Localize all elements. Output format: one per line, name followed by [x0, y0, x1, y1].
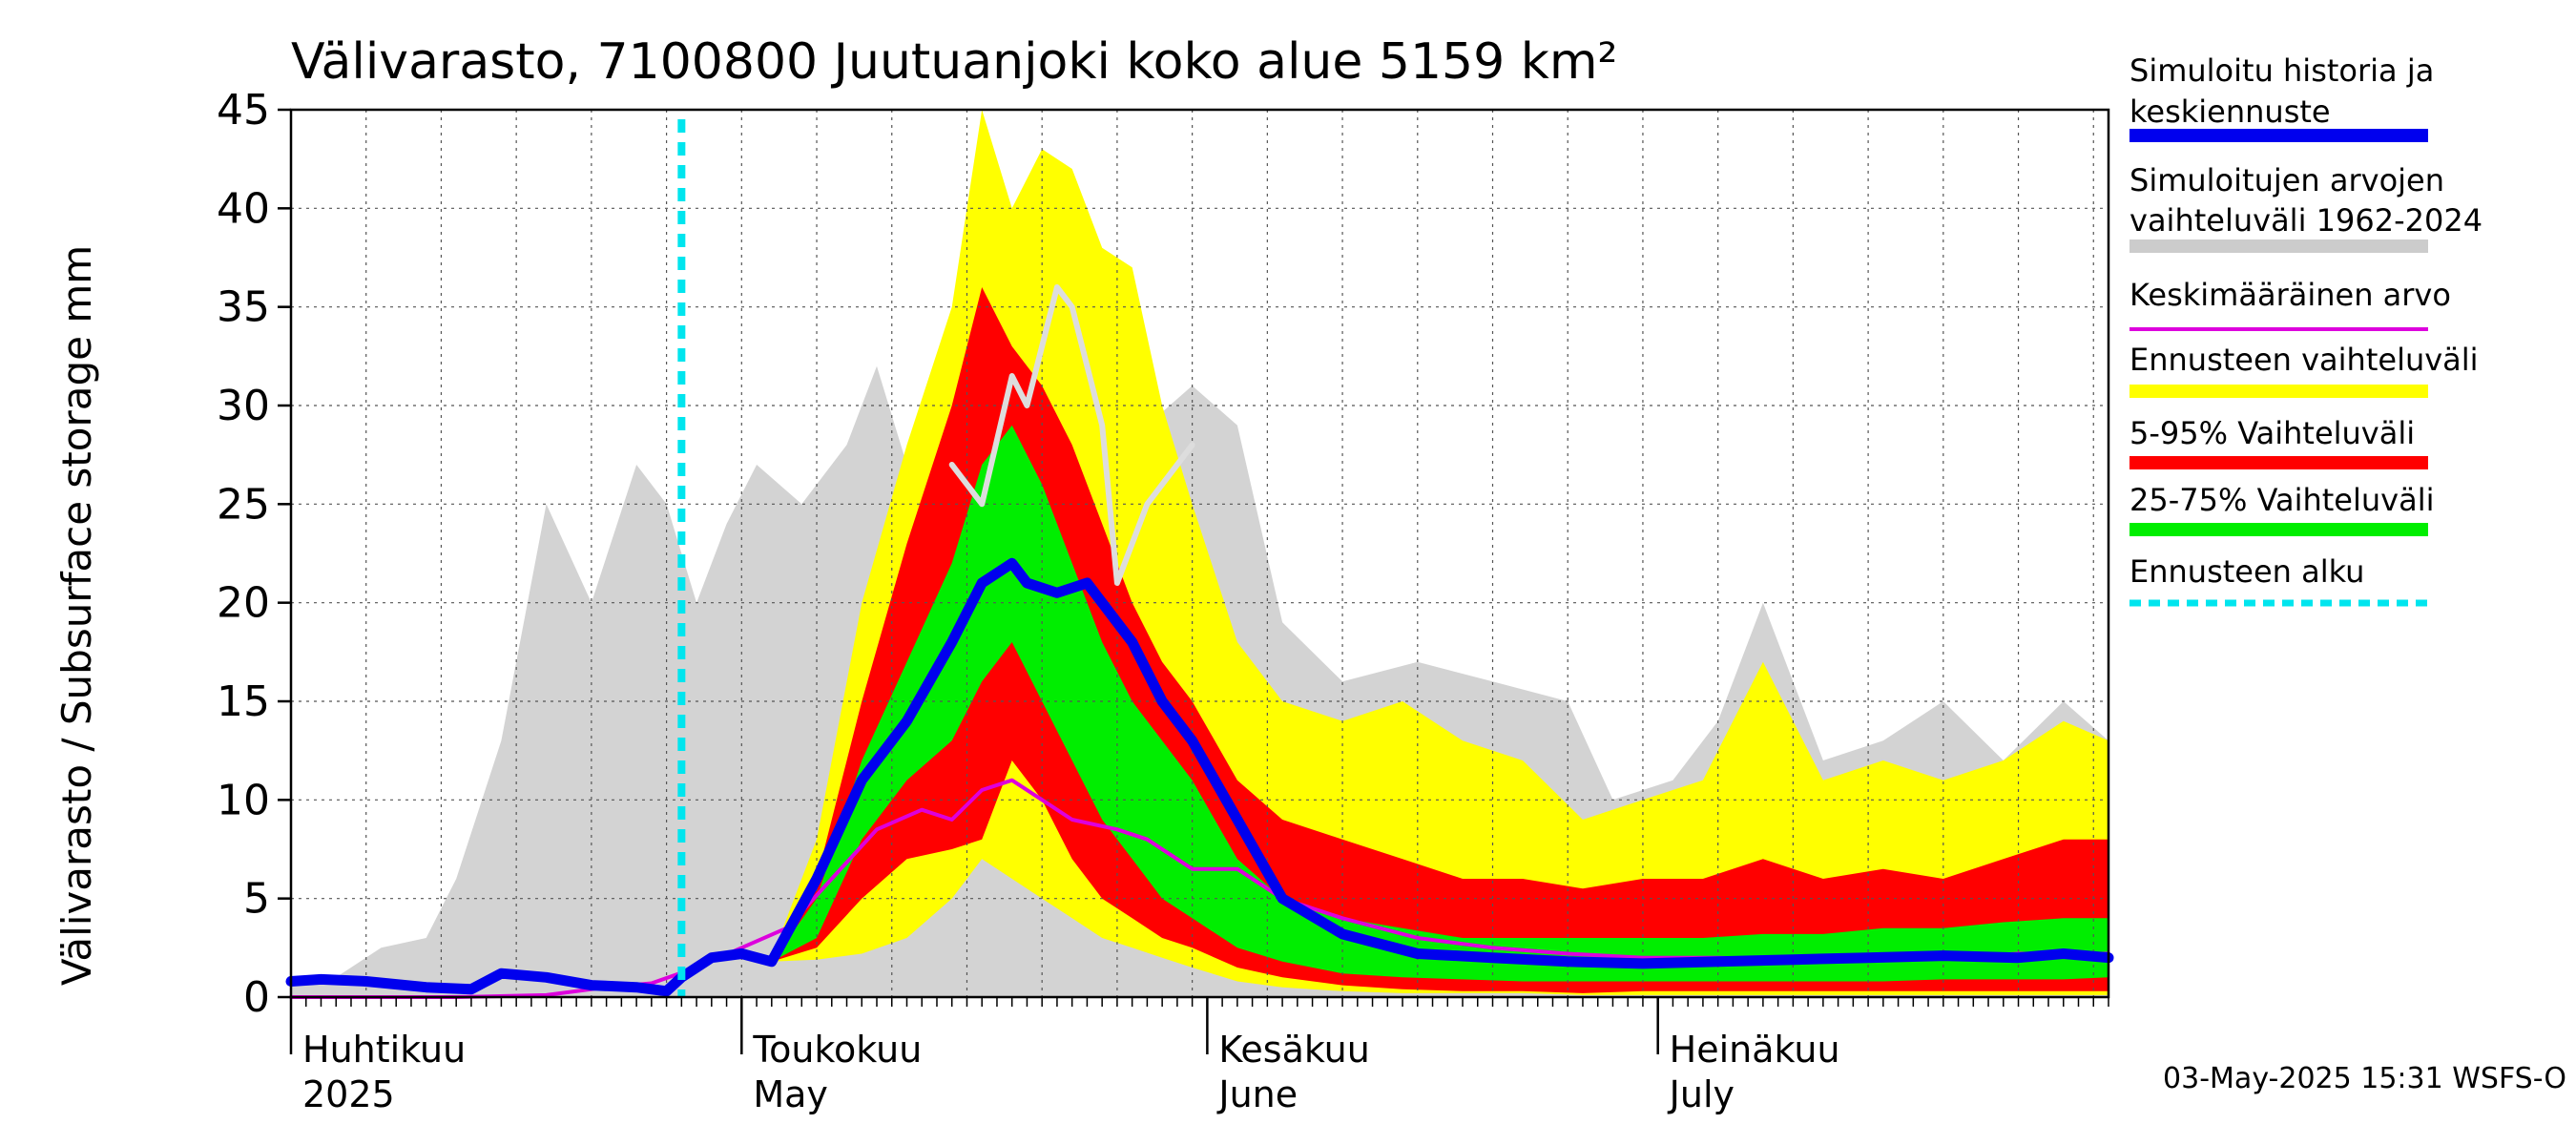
- y-tick-label: 35: [217, 283, 270, 332]
- y-tick-label: 5: [243, 875, 270, 924]
- p25-75-range-area: [771, 425, 2109, 982]
- legend: Simuloitu historia ja keskiennuste Simuloi…: [2129, 52, 2483, 607]
- month-label: Heinäkuu: [1670, 1029, 1840, 1071]
- legend-label: Ennusteen alku: [2129, 553, 2364, 590]
- footer-timestamp: 03-May-2025 15:31 WSFS-O: [2163, 1062, 2566, 1095]
- month-sublabel: May: [753, 1073, 828, 1115]
- grid-lines: [291, 109, 2109, 998]
- month-label: Toukokuu: [752, 1029, 922, 1071]
- p25-75-band: [771, 425, 2109, 982]
- month-sublabel: June: [1216, 1073, 1298, 1115]
- legend-label: Simuloitujen arvojen: [2129, 162, 2444, 198]
- legend-label: 5-95% Vaihteluväli: [2129, 415, 2415, 451]
- axes: [289, 108, 2110, 1007]
- legend-label: Ennusteen vaihteluväli: [2129, 342, 2479, 378]
- y-axis-label: Välivarasto / Subsurface storage mm: [53, 245, 100, 986]
- y-tick-label: 25: [217, 480, 270, 529]
- month-sublabel: 2025: [302, 1073, 395, 1115]
- legend-label: 25-75% Vaihteluväli: [2129, 482, 2434, 518]
- legend-label: Keskimääräinen arvo: [2129, 277, 2451, 313]
- median-line: [285, 557, 2114, 997]
- legend-label: Simuloitu historia ja: [2129, 52, 2434, 89]
- y-tick-label: 40: [217, 184, 270, 233]
- y-tick-label: 0: [243, 973, 270, 1022]
- y-tick-label: 30: [217, 382, 270, 430]
- highlight-year-line: [948, 284, 1195, 586]
- y-tick-label: 20: [217, 579, 270, 628]
- month-label: Huhtikuu: [302, 1029, 466, 1071]
- legend-sublabel: vaihteluväli 1962-2024: [2129, 202, 2483, 239]
- month-sublabel: July: [1668, 1073, 1735, 1115]
- plot-frame: [289, 108, 2110, 999]
- y-tick-label: 15: [217, 677, 270, 726]
- y-tick-label: 10: [217, 776, 270, 824]
- legend-sublabel: keskiennuste: [2129, 94, 2331, 130]
- series-lines: [285, 119, 2114, 999]
- month-label: Kesäkuu: [1218, 1029, 1370, 1071]
- chart-title: Välivarasto, 7100800 Juutuanjoki koko al…: [291, 33, 1617, 91]
- y-axis-ticks: 0 5 10 15 20 25 30 35 40 45: [217, 86, 291, 1022]
- y-tick-label: 45: [217, 86, 270, 135]
